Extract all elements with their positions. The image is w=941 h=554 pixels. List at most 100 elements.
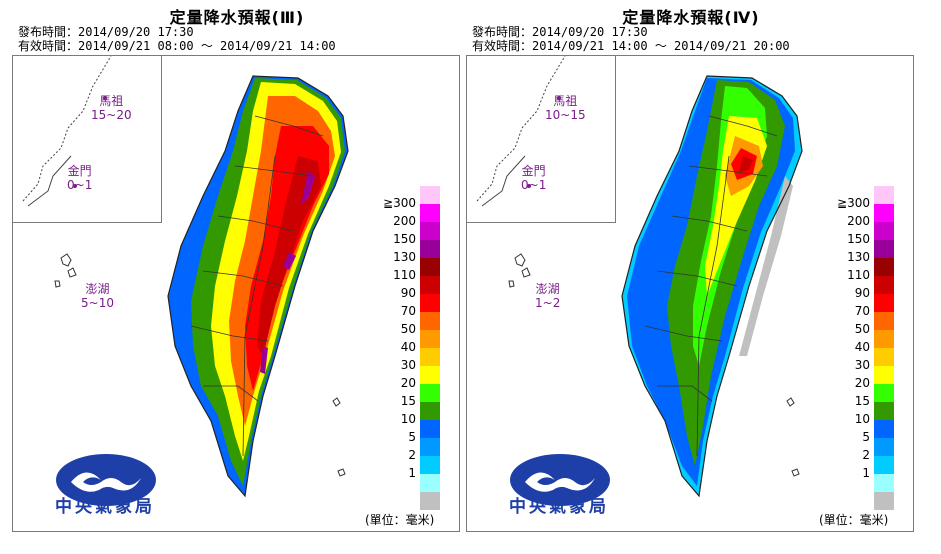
unit-label: (單位：毫米) xyxy=(819,513,889,527)
rain-area-gray xyxy=(739,176,793,356)
legend-swatch xyxy=(874,222,894,240)
legend-label: 10 xyxy=(854,412,870,426)
offshore-islands-inset xyxy=(467,56,616,223)
legend-label: 200 xyxy=(393,214,416,228)
legend-label: 2 xyxy=(862,448,870,462)
cwb-logo-icon xyxy=(510,454,610,506)
legend-swatch xyxy=(420,276,440,294)
cwb-logo-icon xyxy=(56,454,156,506)
kinmen-label: 金門 0~1 xyxy=(67,164,92,192)
legend-swatch xyxy=(420,420,440,438)
matsu-name: 馬祖 xyxy=(553,94,578,108)
legend-swatch xyxy=(874,330,894,348)
legend-swatch xyxy=(874,276,894,294)
penghu-label: 澎湖 1~2 xyxy=(535,282,560,310)
legend-swatch xyxy=(874,492,894,510)
penghu-label: 澎湖 5~10 xyxy=(81,282,114,310)
legend-swatch xyxy=(874,384,894,402)
legend-swatch xyxy=(420,312,440,330)
legend-swatch xyxy=(874,456,894,474)
legend-label: ≧300 xyxy=(837,196,870,210)
matsu-label: 馬祖 10~15 xyxy=(545,94,586,122)
legend-swatch xyxy=(874,312,894,330)
issue-time: 發布時間：2014/09/20 17:30 xyxy=(472,25,648,39)
legend-label: 90 xyxy=(400,286,416,300)
matsu-name: 馬祖 xyxy=(99,94,124,108)
legend-label: 50 xyxy=(854,322,870,336)
legend-label: 30 xyxy=(854,358,870,372)
panel-title: 定量降水預報(Ⅳ) xyxy=(622,8,760,27)
legend-label: 10 xyxy=(400,412,416,426)
legend-label: 50 xyxy=(400,322,416,336)
offshore-islands-inset xyxy=(13,56,162,223)
legend-swatch xyxy=(420,240,440,258)
map-frame: 馬祖 10~15 金門 0~1 澎湖 1~2 中央氣象局 ≧300 200 150 1… xyxy=(466,55,914,532)
valid-time: 有效時間：2014/09/21 14:00 ～ 2014/09/21 20:00 xyxy=(472,39,790,53)
unit-label: (單位：毫米) xyxy=(365,513,435,527)
legend-swatch xyxy=(874,366,894,384)
legend-label: 200 xyxy=(847,214,870,228)
legend-swatch xyxy=(874,240,894,258)
panel-title: 定量降水預報(Ⅲ) xyxy=(169,8,305,27)
legend-label: 2 xyxy=(408,448,416,462)
kinmen-range: 0~1 xyxy=(67,178,93,192)
rain-area-purple xyxy=(260,171,315,374)
legend-label: 150 xyxy=(847,232,870,246)
legend-label: 1 xyxy=(408,466,416,480)
legend-swatch xyxy=(420,402,440,420)
legend-swatch xyxy=(874,204,894,222)
legend-swatch xyxy=(420,456,440,474)
legend-swatch xyxy=(874,294,894,312)
rain-area-darkred xyxy=(739,156,753,172)
legend-swatch xyxy=(420,348,440,366)
legend-label: 40 xyxy=(400,340,416,354)
legend-swatch xyxy=(420,438,440,456)
penghu-name: 澎湖 xyxy=(535,282,560,296)
legend-swatch xyxy=(420,492,440,510)
legend-label: ≧300 xyxy=(383,196,416,210)
kinmen-range: 0~1 xyxy=(521,178,547,192)
legend-label: 130 xyxy=(847,250,870,264)
legend-label: 150 xyxy=(393,232,416,246)
matsu-label: 馬祖 15~20 xyxy=(91,94,132,122)
agency-name: 中央氣象局 xyxy=(509,497,609,517)
legend-label: 70 xyxy=(400,304,416,318)
legend-label: 40 xyxy=(854,340,870,354)
legend-label: 30 xyxy=(400,358,416,372)
forecast-panel-iv: 定量降水預報(Ⅳ) 發布時間：2014/09/20 17:30 有效時間：201… xyxy=(466,0,916,554)
kinmen-name: 金門 xyxy=(67,164,92,178)
legend-swatch xyxy=(420,186,440,204)
legend-swatch xyxy=(874,420,894,438)
legend-label: 5 xyxy=(408,430,416,444)
legend-swatch xyxy=(420,294,440,312)
legend-label: 15 xyxy=(400,394,416,408)
penghu-range: 1~2 xyxy=(535,296,561,310)
penghu-range: 5~10 xyxy=(81,296,114,310)
legend-label: 1 xyxy=(862,466,870,480)
legend-label: 90 xyxy=(854,286,870,300)
legend-swatch xyxy=(420,330,440,348)
issue-time: 發布時間：2014/09/20 17:30 xyxy=(18,25,194,39)
legend-swatch xyxy=(420,474,440,492)
agency-name: 中央氣象局 xyxy=(55,497,155,517)
legend-swatch xyxy=(420,384,440,402)
kinmen-label: 金門 0~1 xyxy=(521,164,546,192)
matsu-range: 15~20 xyxy=(91,108,132,122)
legend-swatch xyxy=(874,474,894,492)
legend-label: 5 xyxy=(862,430,870,444)
legend-swatch xyxy=(420,222,440,240)
kinmen-name: 金門 xyxy=(521,164,546,178)
penghu-name: 澎湖 xyxy=(85,282,110,296)
legend-swatch xyxy=(874,438,894,456)
rainfall-map xyxy=(22,56,349,498)
legend-swatch xyxy=(874,258,894,276)
legend-swatch xyxy=(420,204,440,222)
legend-label: 130 xyxy=(393,250,416,264)
forecast-panel-iii: 定量降水預報(Ⅲ) 發布時間：2014/09/20 17:30 有效時間：201… xyxy=(12,0,462,554)
legend-label: 20 xyxy=(400,376,416,390)
rainfall-map xyxy=(476,56,803,498)
legend-label: 110 xyxy=(393,268,416,282)
legend-swatch xyxy=(420,258,440,276)
legend-label: 110 xyxy=(847,268,870,282)
valid-time: 有效時間：2014/09/21 08:00 ～ 2014/09/21 14:00 xyxy=(18,39,336,53)
